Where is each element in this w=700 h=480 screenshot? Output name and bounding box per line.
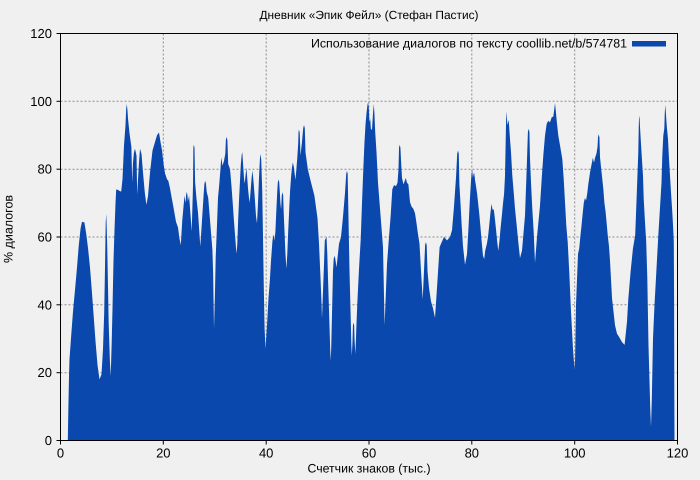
svg-text:100: 100 xyxy=(564,446,586,461)
svg-text:20: 20 xyxy=(38,365,52,380)
svg-text:Использование диалогов по текс: Использование диалогов по тексту coollib… xyxy=(311,36,627,50)
svg-text:40: 40 xyxy=(259,446,273,461)
svg-text:40: 40 xyxy=(38,297,52,312)
svg-text:% диалогов: % диалогов xyxy=(2,195,16,263)
svg-text:120: 120 xyxy=(667,446,689,461)
svg-text:20: 20 xyxy=(156,446,170,461)
svg-text:80: 80 xyxy=(38,162,52,177)
svg-text:Счетчик знаков (тыс.): Счетчик знаков (тыс.) xyxy=(307,462,430,476)
svg-text:60: 60 xyxy=(362,446,376,461)
svg-text:120: 120 xyxy=(30,26,52,41)
svg-text:0: 0 xyxy=(57,446,64,461)
svg-text:80: 80 xyxy=(465,446,479,461)
svg-text:60: 60 xyxy=(38,230,52,245)
svg-text:0: 0 xyxy=(45,433,52,448)
svg-text:100: 100 xyxy=(30,94,52,109)
svg-text:Дневник «Эпик Фейл» (Стефан Па: Дневник «Эпик Фейл» (Стефан Пастис) xyxy=(260,8,479,22)
